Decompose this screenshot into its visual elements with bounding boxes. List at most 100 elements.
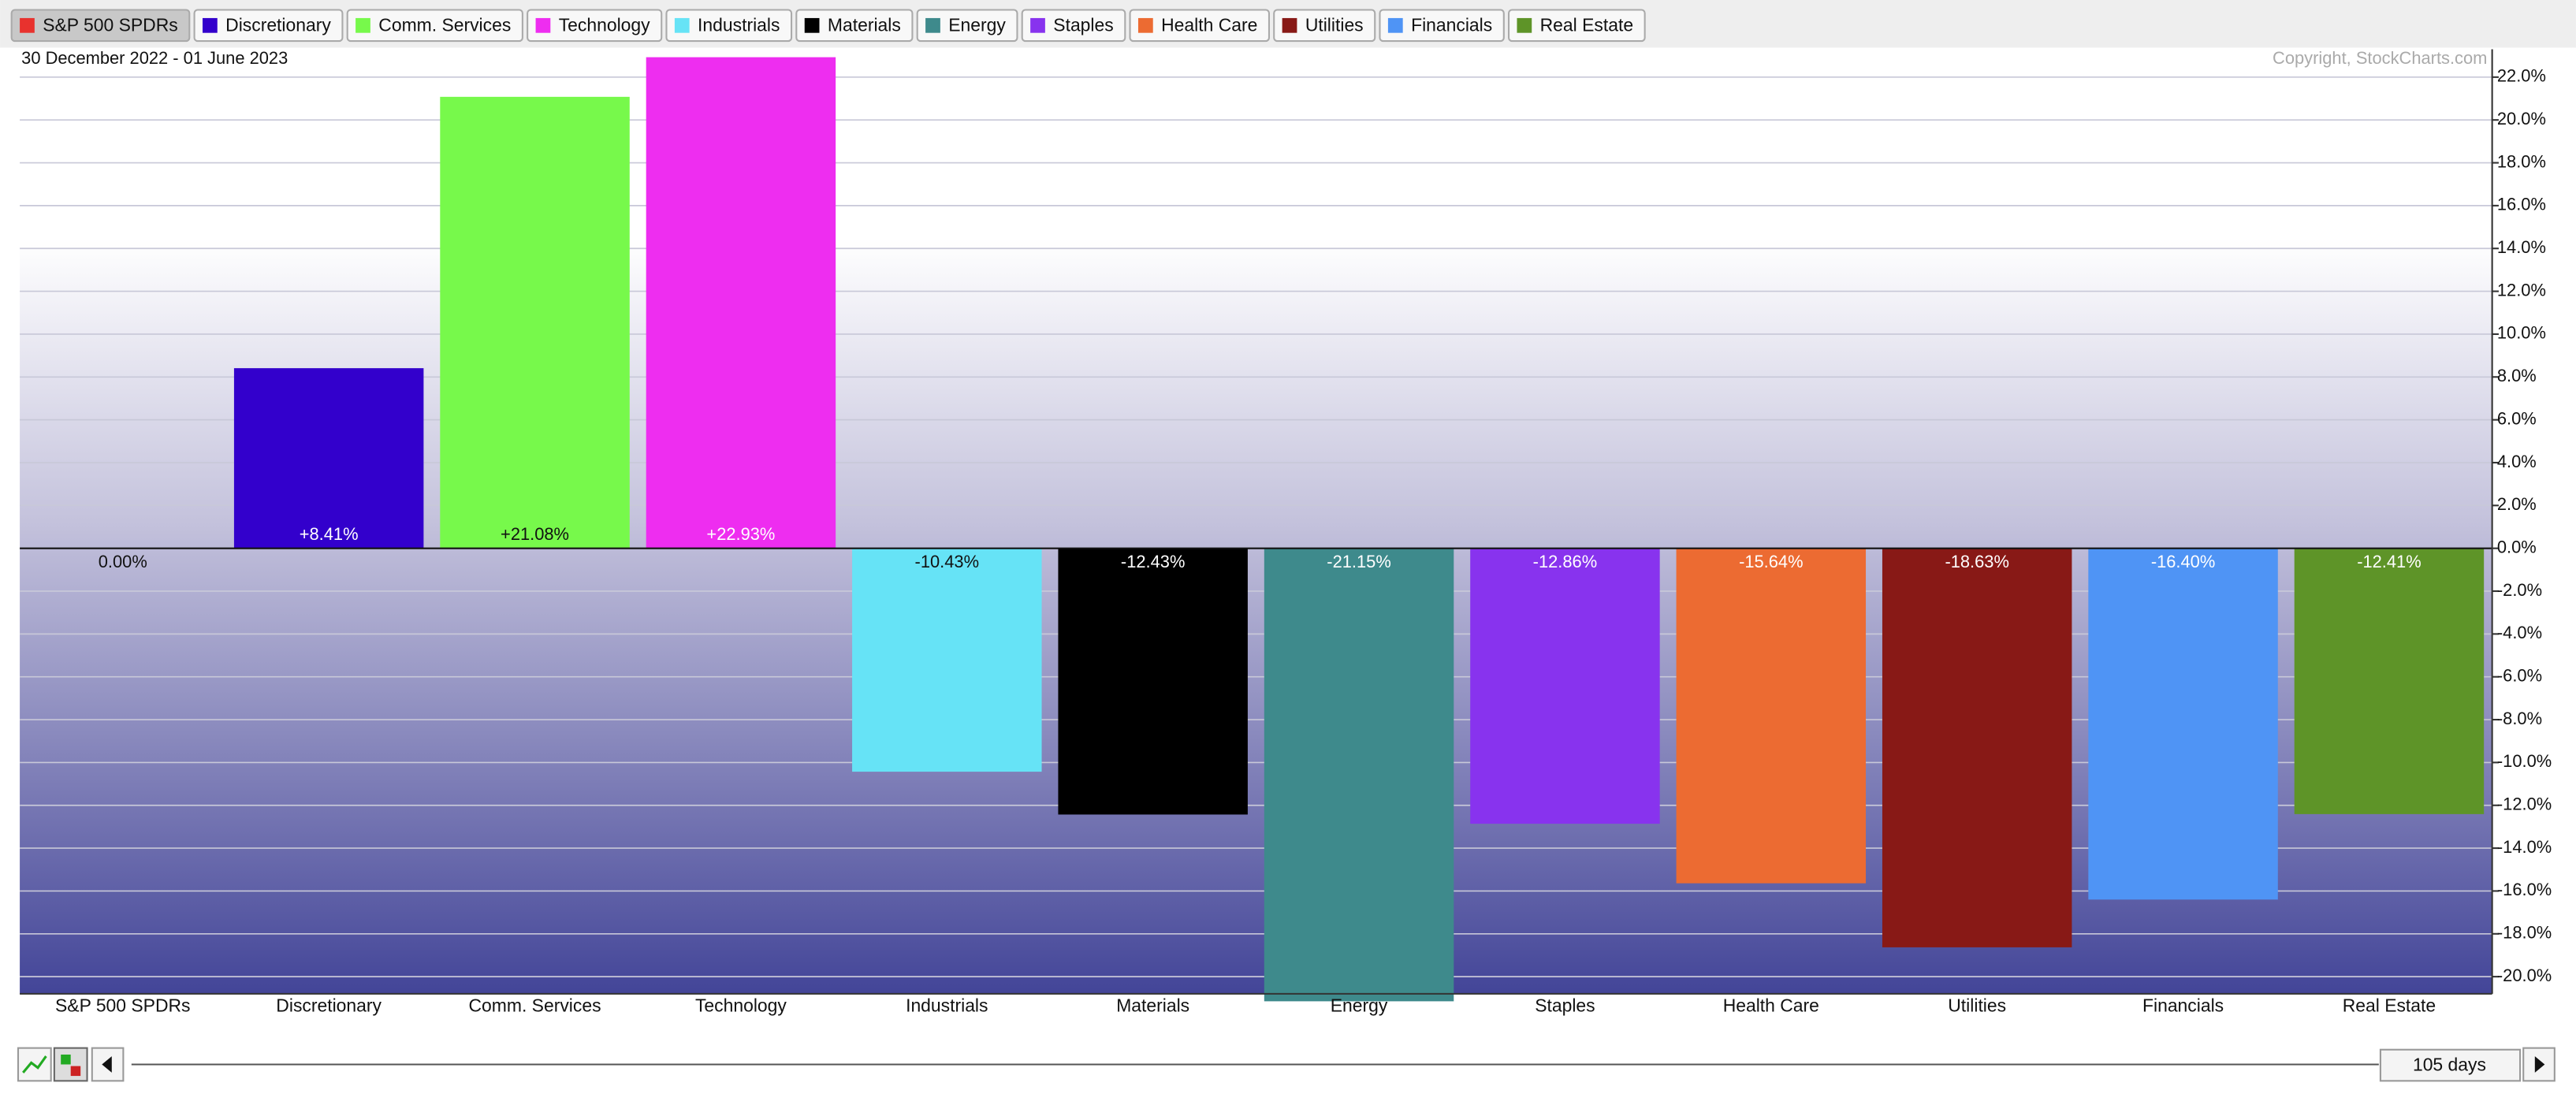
legend-label: Materials bbox=[828, 14, 901, 35]
bar bbox=[1676, 548, 1867, 884]
legend-swatch bbox=[20, 17, 35, 33]
legend-label: Utilities bbox=[1305, 14, 1364, 35]
legend-label: Technology bbox=[559, 14, 650, 35]
date-range: 30 December 2022 - 01 June 2023 bbox=[21, 48, 288, 68]
value-label: +8.41% bbox=[300, 524, 359, 544]
legend-item[interactable]: Discretionary bbox=[193, 9, 344, 43]
value-label: 0.00% bbox=[99, 552, 147, 571]
value-label: +22.93% bbox=[706, 524, 775, 544]
legend-swatch bbox=[1137, 17, 1153, 33]
y-tick-label: -12.0% bbox=[2497, 794, 2552, 814]
bar bbox=[1470, 548, 1660, 824]
x-tick-label: Materials bbox=[1116, 995, 1189, 1016]
value-label: -12.86% bbox=[1533, 552, 1597, 571]
copyright: Copyright, StockCharts.com bbox=[2273, 48, 2487, 68]
y-tick-label: -18.0% bbox=[2497, 923, 2552, 943]
x-tick-label: Financials bbox=[2142, 995, 2224, 1016]
x-tick-label: Technology bbox=[695, 995, 787, 1016]
line-icon bbox=[22, 1055, 47, 1074]
y-tick-label: 8.0% bbox=[2497, 366, 2537, 385]
bar bbox=[1264, 548, 1454, 1002]
y-tick-label: 0.0% bbox=[2497, 537, 2537, 556]
legend-item[interactable]: Materials bbox=[795, 9, 914, 43]
value-label: -12.43% bbox=[1121, 552, 1185, 571]
plot: 22.0% 20.0% 18.0% 16.0% 14.0% 12.0% 10.0% 8.0% 6… bbox=[20, 57, 2552, 1016]
legend-button[interactable] bbox=[916, 9, 1018, 43]
legend-swatch bbox=[674, 17, 690, 33]
bar-icon-down bbox=[70, 1066, 81, 1077]
legend-item[interactable]: Industrials bbox=[665, 9, 793, 43]
legend-item[interactable]: Staples bbox=[1021, 9, 1126, 43]
bar bbox=[1882, 548, 2072, 947]
y-tick-label: -20.0% bbox=[2497, 966, 2552, 985]
y-tick-label: 16.0% bbox=[2497, 195, 2546, 214]
value-label: -21.15% bbox=[1327, 552, 1390, 571]
legend-item[interactable]: Energy bbox=[916, 9, 1018, 43]
x-tick-label: Real Estate bbox=[2343, 995, 2436, 1016]
legend-button[interactable] bbox=[1508, 9, 1646, 43]
y-tick-label: 4.0% bbox=[2497, 452, 2537, 471]
scroll-left[interactable] bbox=[91, 1047, 125, 1082]
y-tick-label: 6.0% bbox=[2497, 408, 2537, 428]
y-tick-label: -14.0% bbox=[2497, 837, 2552, 857]
y-tick-label: -4.0% bbox=[2497, 623, 2542, 642]
legend-button[interactable] bbox=[1273, 9, 1376, 43]
bar bbox=[2088, 548, 2278, 900]
legend-button[interactable] bbox=[1379, 9, 1505, 43]
legend-item[interactable]: Financials bbox=[1379, 9, 1505, 43]
legend-swatch bbox=[1387, 17, 1403, 33]
y-tick-label: -10.0% bbox=[2497, 751, 2552, 771]
y-tick-label: -16.0% bbox=[2497, 880, 2552, 899]
legend-label: Discretionary bbox=[225, 14, 331, 35]
legend-label: Health Care bbox=[1161, 14, 1257, 35]
legend-item[interactable]: Comm. Services bbox=[346, 9, 523, 43]
value-label: -10.43% bbox=[915, 552, 979, 571]
x-tick-label: Health Care bbox=[1723, 995, 1819, 1016]
y-tick-label: 2.0% bbox=[2497, 494, 2537, 514]
legend-item[interactable]: Health Care bbox=[1129, 9, 1271, 43]
x-tick-label: Utilities bbox=[1948, 995, 2006, 1016]
legend-label: Financials bbox=[1411, 14, 1492, 35]
legend-label: Comm. Services bbox=[378, 14, 511, 35]
left-arrow bbox=[102, 1056, 112, 1073]
legend-button[interactable] bbox=[193, 9, 344, 43]
legend-swatch bbox=[1517, 17, 1532, 33]
period: 105 days bbox=[2413, 1055, 2486, 1075]
period-box[interactable] bbox=[2379, 1048, 2522, 1082]
legend-label: Energy bbox=[948, 14, 1006, 35]
legend-button[interactable] bbox=[795, 9, 914, 43]
legend-button[interactable] bbox=[1021, 9, 1126, 43]
legend-swatch bbox=[1282, 17, 1297, 33]
legend-label: Industrials bbox=[698, 14, 780, 35]
x-tick-label: S&P 500 SPDRs bbox=[55, 995, 190, 1016]
y-tick-label: -2.0% bbox=[2497, 580, 2542, 600]
legend-label: Real Estate bbox=[1540, 14, 1633, 35]
legend-button[interactable] bbox=[10, 9, 191, 43]
bar bbox=[233, 368, 424, 549]
y-tick-label: -6.0% bbox=[2497, 665, 2542, 685]
y-tick-label: 22.0% bbox=[2497, 66, 2546, 86]
legend-item[interactable]: Technology bbox=[527, 9, 663, 43]
bar bbox=[1058, 548, 1248, 815]
y-tick-label: 18.0% bbox=[2497, 151, 2546, 171]
legend-swatch bbox=[535, 17, 551, 33]
value-label: -12.41% bbox=[2357, 552, 2421, 571]
legend-button[interactable] bbox=[346, 9, 523, 43]
bar-icon-up bbox=[61, 1054, 71, 1065]
y-tick-label: -8.0% bbox=[2497, 709, 2542, 728]
legend-button[interactable] bbox=[665, 9, 793, 43]
bar bbox=[2294, 548, 2485, 814]
value-label: -15.64% bbox=[1739, 552, 1803, 571]
right-arrow bbox=[2534, 1056, 2545, 1073]
bar bbox=[646, 57, 836, 549]
legend-swatch bbox=[925, 17, 940, 33]
legend-item[interactable]: Utilities bbox=[1273, 9, 1376, 43]
y-tick-label: 14.0% bbox=[2497, 237, 2546, 257]
x-tick-label: Staples bbox=[1535, 995, 1595, 1016]
legend-item[interactable]: S&P 500 SPDRs bbox=[10, 9, 191, 43]
legend-button[interactable] bbox=[527, 9, 663, 43]
x-tick-label: Energy bbox=[1331, 995, 1388, 1016]
x-tick-label: Discretionary bbox=[276, 995, 382, 1016]
legend-button[interactable] bbox=[1129, 9, 1271, 43]
legend-item[interactable]: Real Estate bbox=[1508, 9, 1646, 43]
